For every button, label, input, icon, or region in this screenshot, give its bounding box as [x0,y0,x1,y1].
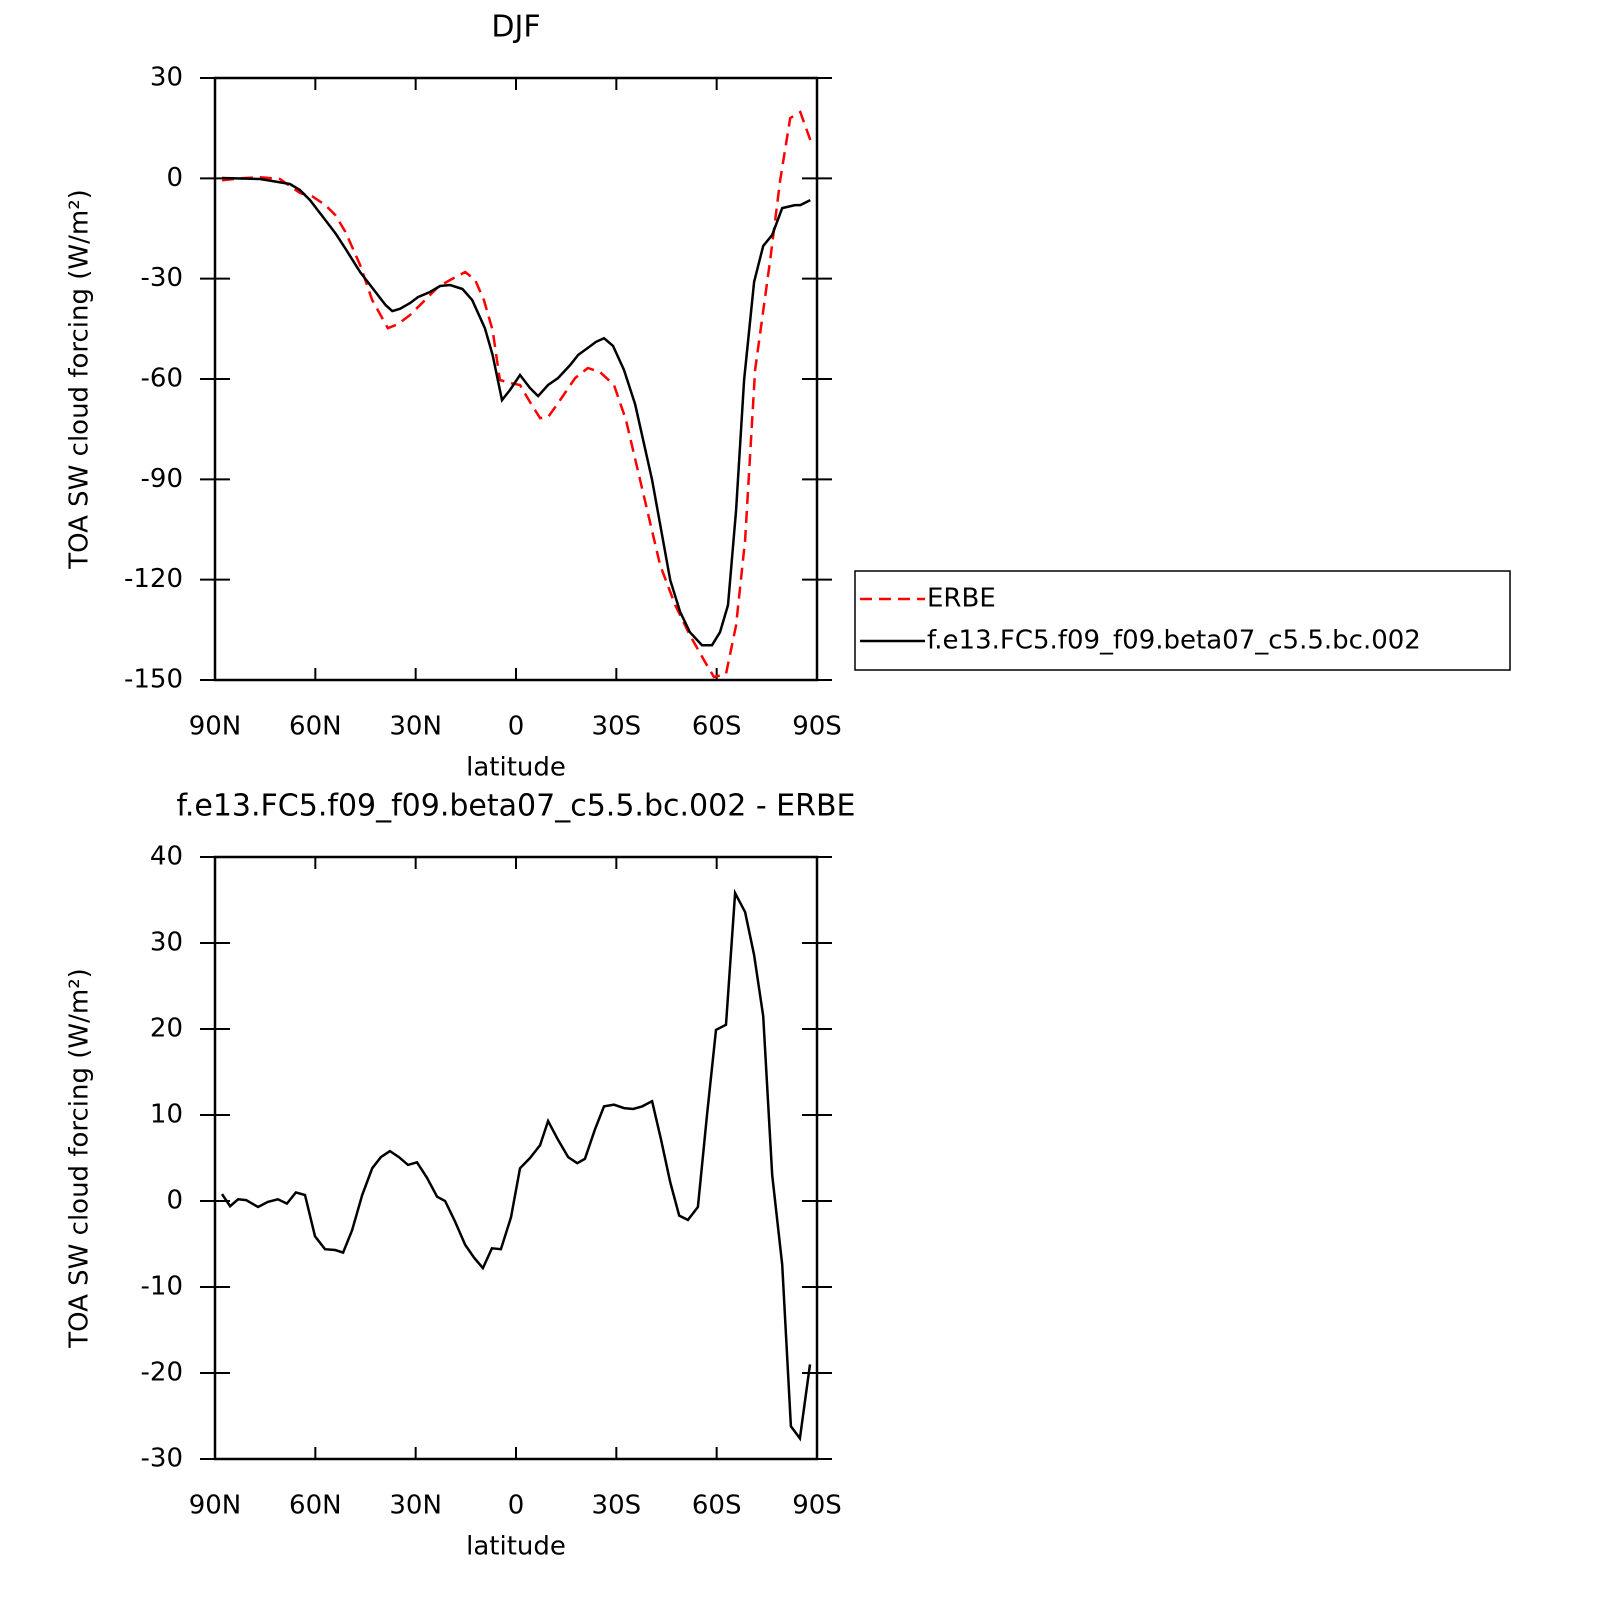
y-tick-label: -90 [141,464,183,494]
y-tick-label: -20 [141,1358,183,1388]
x-tick-label: 60S [692,1491,742,1521]
y-axis-label: TOA SW cloud forcing (W/m²) [65,968,95,1349]
chart-title: DJF [491,10,540,45]
x-tick-label: 90S [792,712,842,742]
y-tick-label: 10 [150,1100,183,1130]
y-tick-label: 0 [166,163,183,193]
y-tick-label: -30 [141,263,183,293]
legend-label: ERBE [927,584,996,614]
x-tick-label: 30N [389,712,442,742]
x-tick-label: 90N [189,712,242,742]
y-tick-label: -30 [141,1444,183,1474]
y-tick-label: -150 [124,665,183,695]
x-tick-label: 60N [289,712,342,742]
y-tick-label: 40 [150,842,183,872]
y-tick-label: -60 [141,364,183,394]
data-line [221,176,811,647]
x-tick-label: 30N [389,1491,442,1521]
x-tick-label: 60N [289,1491,342,1521]
x-tick-label: 30S [592,1491,642,1521]
x-axis-label: latitude [466,753,566,783]
y-tick-label: -120 [124,564,183,594]
x-tick-label: 0 [508,1491,525,1521]
x-tick-label: 0 [508,712,525,742]
plot-frame [213,855,819,1461]
y-tick-label: 0 [166,1186,183,1216]
x-tick-label: 90N [189,1491,242,1521]
chart-title: f.e13.FC5.f09_f09.beta07_c5.5.bc.002 - E… [176,789,855,824]
x-tick-label: 90S [792,1491,842,1521]
y-tick-label: 30 [150,928,183,958]
legend-label: f.e13.FC5.f09_f09.beta07_c5.5.bc.002 [927,626,1421,656]
x-tick-label: 60S [692,712,742,742]
y-tick-label: 20 [150,1014,183,1044]
plot-frame [213,76,819,682]
y-tick-label: -10 [141,1272,183,1302]
x-axis-label: latitude [466,1532,566,1562]
legend-box [854,570,1511,671]
data-line [220,888,812,1442]
y-axis-label: TOA SW cloud forcing (W/m²) [65,189,95,570]
y-tick-label: 30 [150,63,183,93]
x-tick-label: 30S [592,712,642,742]
data-line [221,110,812,679]
